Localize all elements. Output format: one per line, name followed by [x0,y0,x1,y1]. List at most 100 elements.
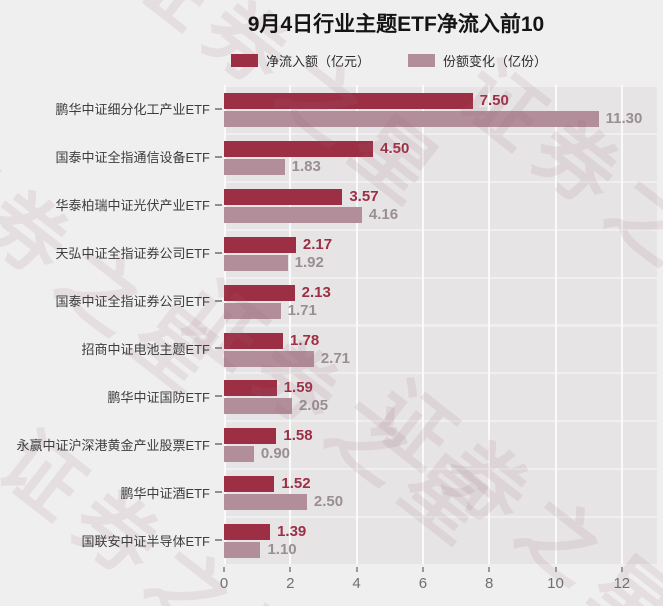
category-tick-mark [215,395,222,398]
value-share-change: 0.90 [260,445,291,463]
category-tick-mark [215,491,222,494]
gridline [554,85,557,564]
bar-share-change [224,446,254,463]
legend-swatch-net-inflow [230,54,258,67]
value-net-inflow: 1.59 [283,379,313,397]
value-share-change: 11.30 [605,110,643,127]
bar-net-inflow [224,284,295,301]
gridline [620,85,623,564]
value-net-inflow: 1.78 [290,331,320,349]
x-axis-tick [355,567,358,572]
value-share-change: 2.50 [313,493,344,511]
category-row: 国泰中证全指通信设备ETF [0,133,222,181]
bar-share-change [224,254,288,271]
category-tick-mark [215,107,222,110]
category-label: 华泰柏瑞中证光伏产业ETF [55,198,210,214]
category-row: 永赢中证沪深港黄金产业股票ETF [0,420,222,468]
gridline [355,85,358,564]
category-tick-mark [215,155,222,158]
value-share-change: 4.16 [368,205,399,223]
legend-swatch-share-change [408,54,435,67]
legend: 净流入额（亿元） 份额变化（亿份） [230,51,547,70]
category-row: 鹏华中证酒ETF [0,468,222,516]
category-row: 国联安中证半导体ETF [0,516,222,564]
category-band [224,374,657,421]
bar-share-change [224,206,362,223]
legend-label-share-change: 份额变化（亿份） [443,54,548,69]
x-axis-tick [223,567,225,572]
category-row: 天弘中证全指证券公司ETF [0,229,222,277]
category-tick-mark [215,299,222,302]
category-label: 永赢中证沪深港黄金产业股票ETF [16,437,210,453]
value-net-inflow: 7.50 [479,92,509,109]
category-band [224,278,657,325]
category-label: 国联安中证半导体ETF [81,533,210,549]
category-label: 鹏华中证酒ETF [120,485,210,501]
category-label: 国泰中证全指证券公司ETF [55,294,210,310]
bar-share-change [224,398,292,415]
category-row: 国泰中证全指证券公司ETF [0,277,222,325]
x-axis-label: 8 [485,575,494,592]
x-axis-label: 0 [219,575,229,592]
x-axis: 0 2 4 6 8 10 12 [220,564,657,604]
category-label: 天弘中证全指证券公司ETF [55,246,210,262]
bar-net-inflow [224,380,277,397]
gridline [421,85,424,564]
category-band [224,518,657,564]
value-share-change: 1.83 [291,157,321,175]
value-net-inflow: 1.39 [277,523,307,541]
bar-net-inflow [224,140,374,157]
legend-item-share-change: 份额变化（亿份） [408,51,547,70]
bar-share-change [224,111,599,127]
bar-share-change [224,494,307,511]
bar-net-inflow [224,93,473,109]
x-axis-tick [289,567,292,572]
x-axis-label: 12 [613,575,631,592]
value-share-change: 1.10 [267,541,297,559]
x-axis-tick [554,567,557,572]
value-share-change: 1.71 [287,301,317,319]
value-net-inflow: 2.17 [302,235,333,253]
value-net-inflow: 2.13 [301,283,331,301]
category-label: 鹏华中证国防ETF [107,389,210,405]
value-net-inflow: 1.52 [281,475,311,493]
bar-net-inflow [224,188,343,205]
category-label: 国泰中证全指通信设备ETF [55,150,210,166]
category-row: 鹏华中证国防ETF [0,372,222,420]
x-axis-label: 4 [352,575,361,592]
bar-net-inflow [224,428,277,445]
bar-share-change [224,350,314,367]
category-tick-mark [215,203,222,206]
x-axis-tick [488,567,491,572]
category-tick-mark [215,347,222,350]
value-net-inflow: 1.58 [283,427,313,445]
category-tick-mark [215,443,222,446]
bar-net-inflow [224,476,275,493]
value-share-change: 2.71 [320,349,351,367]
x-axis-tick [421,567,424,572]
bar-share-change [224,542,261,559]
category-row: 鹏华中证细分化工产业ETF [0,85,222,133]
bar-net-inflow [224,236,296,253]
gridline [488,85,491,564]
category-row: 华泰柏瑞中证光伏产业ETF [0,181,222,229]
category-axis: 鹏华中证细分化工产业ETF 国泰中证全指通信设备ETF 华泰柏瑞中证光伏产业ETF 天… [0,85,222,564]
value-net-inflow: 3.57 [349,187,379,205]
value-share-change: 2.05 [298,397,329,415]
value-net-inflow: 4.50 [380,139,410,157]
bar-net-inflow [224,332,283,349]
gridline [289,85,292,564]
x-axis-label: 10 [547,575,564,592]
category-band [224,422,657,469]
value-share-change: 1.92 [294,253,324,271]
bar-share-change [224,158,285,175]
x-axis-tick [620,567,623,572]
bar-share-change [224,302,281,319]
plot-area: 7.50 11.30 4.50 1.83 3.57 4.16 2.17 1.92 2.13 1.7… [224,85,657,564]
legend-label-net-inflow: 净流入额（亿元） [265,54,370,69]
bar-net-inflow [224,524,271,541]
category-row: 招商中证电池主题ETF [0,325,222,373]
gridline [224,85,226,564]
category-label: 鹏华中证细分化工产业ETF [55,102,210,118]
